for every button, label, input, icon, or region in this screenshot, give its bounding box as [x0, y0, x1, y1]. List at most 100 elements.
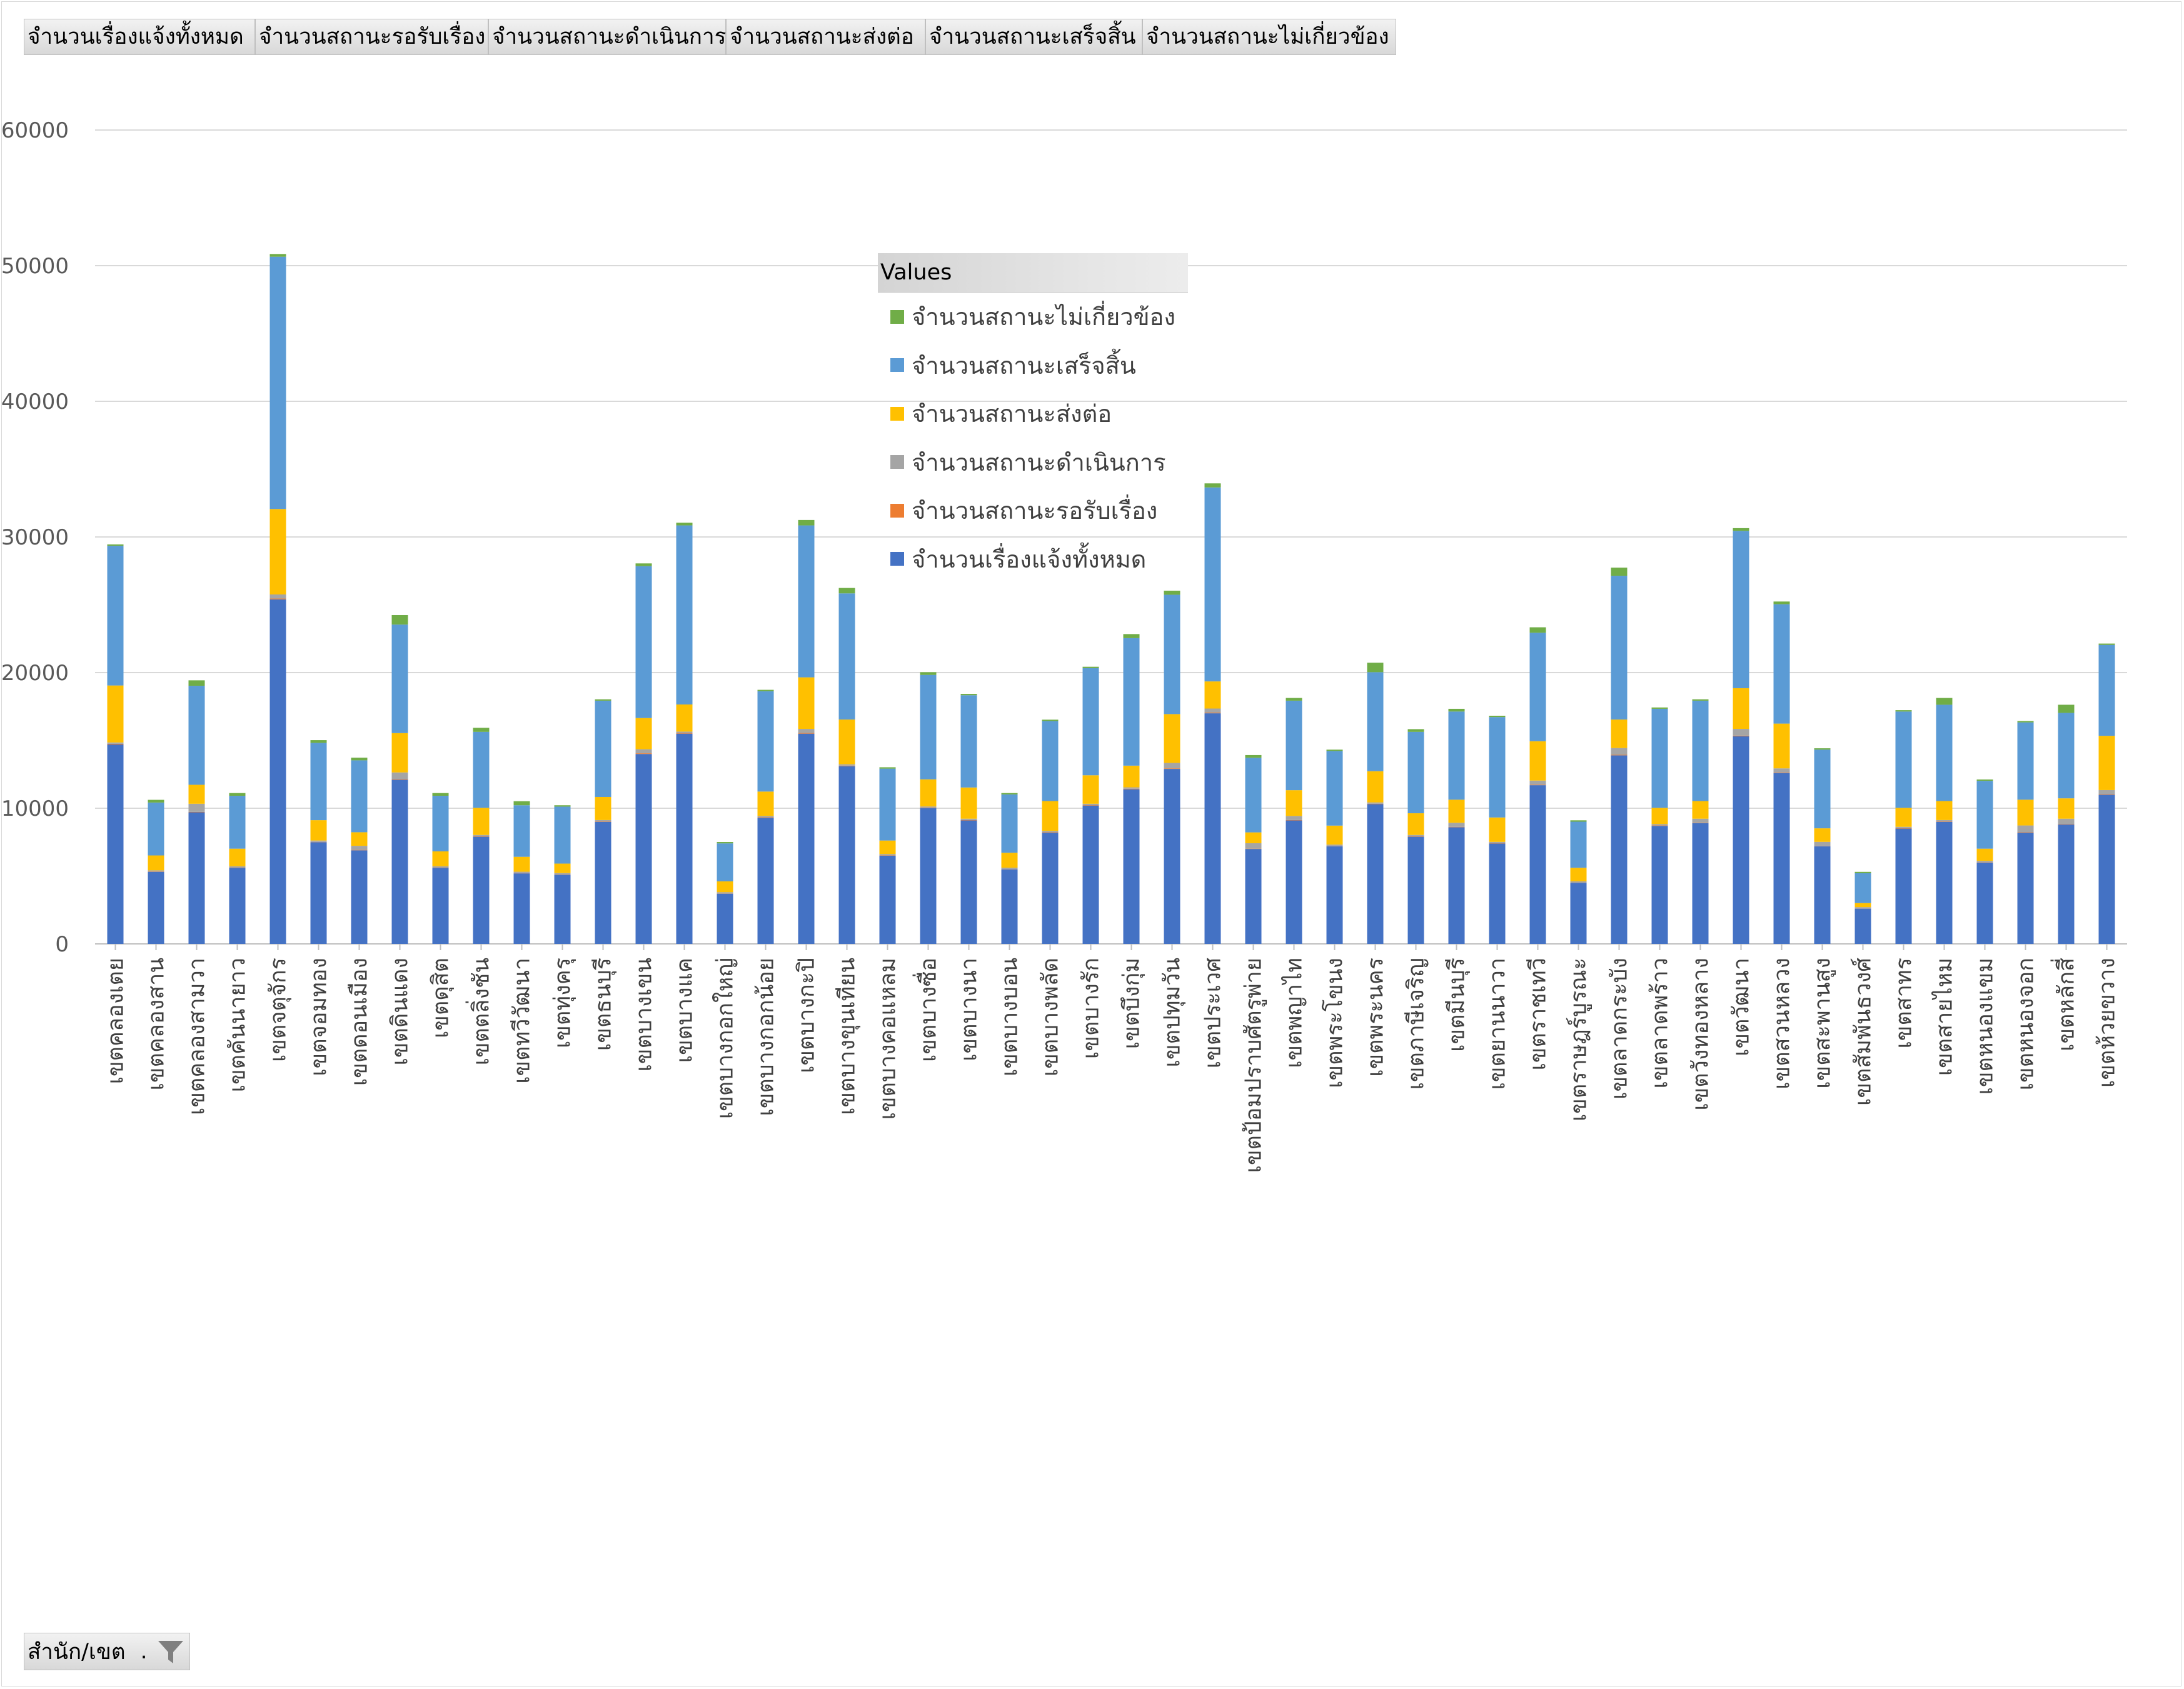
bar-segment [757, 791, 774, 816]
bar-segment [1164, 763, 1180, 769]
category-label: เขตมีนบุรี [1444, 958, 1471, 1052]
bar-segment [391, 772, 408, 779]
bar-segment [351, 850, 368, 944]
bar-segment [1286, 816, 1302, 820]
field-button-not-related[interactable]: จำนวนสถานะไม่เกี่ยวข้อง [1142, 19, 1396, 55]
bar-segment [1489, 843, 1506, 944]
bar-segment [1082, 668, 1099, 776]
bar-segment [1570, 820, 1587, 822]
category-label: เขตวัฒนา [1729, 958, 1754, 1056]
category-label: เขตป้อมปราบศัตรูพ่าย [1241, 958, 1267, 1173]
bar-segment [432, 793, 449, 796]
category-label: เขตบางพลัด [1038, 958, 1064, 1076]
bar-segment [1936, 821, 1953, 822]
bar-segment [554, 806, 571, 864]
field-button-pending[interactable]: จำนวนสถานะรอรับเรื่อง [255, 19, 488, 55]
bar-segment [1773, 773, 1790, 944]
bar-segment [1286, 819, 1302, 821]
bar-segment [798, 729, 815, 733]
bar-segment [391, 779, 408, 780]
bar-segment [717, 881, 733, 893]
bar-segment [229, 793, 246, 796]
category-label: เขตทวีวัฒนา [510, 958, 535, 1084]
filter-dot: . [140, 1639, 148, 1664]
legend-item[interactable]: จำนวนสถานะรอรับเรื่อง [878, 486, 1188, 535]
legend-item[interactable]: จำนวนสถานะส่งต่อ [878, 389, 1188, 438]
bar-segment [1001, 794, 1018, 853]
bar-segment [1936, 698, 1953, 705]
bar-segment [1042, 719, 1059, 721]
bar-segment [595, 819, 611, 822]
bar-segment [1976, 861, 1993, 863]
bar-segment [1651, 824, 1668, 826]
bar-segment [960, 820, 977, 944]
legend-item[interactable]: จำนวนสถานะดำเนินการ [878, 438, 1188, 487]
bar-segment [473, 834, 490, 836]
bar-segment [717, 842, 733, 844]
category-label: เขตห้วยขวาง [2095, 958, 2120, 1088]
bar-segment [1367, 771, 1384, 803]
bar-segment [1936, 704, 1953, 801]
bar-segment [1326, 751, 1343, 826]
bar-segment [2058, 824, 2075, 944]
bar-segment [1286, 698, 1302, 701]
bar-segment [1204, 681, 1221, 709]
bar-segment [473, 731, 490, 808]
category-label: เขตประเวศ [1200, 958, 1226, 1068]
category-label: เขตบางนา [957, 958, 982, 1061]
bar-segment [1286, 700, 1302, 791]
bar-segment [1123, 765, 1140, 788]
bar-segment [1773, 604, 1790, 724]
bar-segment [798, 733, 815, 734]
bar-segment [2098, 643, 2115, 645]
legend-item[interactable]: จำนวนสถานะเสร็จสิ้น [878, 341, 1188, 390]
x-axis: เขตคลองเตย เขตคลองสาน เขตคลองสามวา เขตคันนา… [103, 944, 2120, 1173]
field-button-in-progress[interactable]: จำนวนสถานะดำเนินการ [488, 19, 726, 55]
bar-segment [1570, 881, 1587, 883]
bar-segment [1407, 813, 1424, 835]
category-label: เขตจอมทอง [306, 958, 332, 1076]
bar-segment [391, 624, 408, 733]
legend-item[interactable]: จำนวนเรื่องแจ้งทั้งหมด [878, 535, 1188, 584]
bar-segment [676, 733, 693, 944]
bar-segment [1976, 862, 1993, 944]
y-tick-label: 30000 [1, 525, 69, 550]
bar-segment [838, 719, 855, 764]
bar-segment [960, 695, 977, 788]
bar-segment [107, 544, 124, 546]
bar-segment [757, 691, 774, 792]
bar-segment [595, 821, 611, 944]
bar-segment [1773, 768, 1790, 773]
bar-segment [960, 819, 977, 821]
bar-segment [717, 892, 733, 894]
bar-segment [1001, 793, 1018, 794]
bar-segment [1529, 627, 1546, 633]
bar-segment [879, 768, 896, 841]
field-button-total[interactable]: จำนวนเรื่องแจ้งทั้งหมด [24, 19, 255, 55]
category-label: เขตบางแค [672, 958, 698, 1063]
bar-segment [1245, 849, 1262, 944]
bar-segment [1854, 873, 1871, 903]
bar-segment [838, 766, 855, 944]
category-label: เขตธนบุรี [591, 958, 617, 1051]
bar-segment [635, 718, 652, 749]
bar-segment [635, 566, 652, 718]
bar-segment [2058, 798, 2075, 819]
bar-segment [1245, 832, 1262, 843]
bar-segment [2017, 722, 2034, 800]
district-filter-button[interactable]: สำนัก/เขต . [24, 1633, 190, 1670]
legend-swatch [890, 552, 904, 566]
legend-item[interactable]: จำนวนสถานะไม่เกี่ยวข้อง [878, 293, 1188, 341]
bar-segment [2017, 721, 2034, 723]
field-button-forwarded[interactable]: จำนวนสถานะส่งต่อ [726, 19, 925, 55]
bar-segment [879, 767, 896, 769]
legend-swatch [890, 406, 904, 421]
bar-segment [717, 843, 733, 881]
bar-segment [1814, 749, 1831, 829]
category-label: เขตภาษีเจริญ [1404, 958, 1429, 1090]
legend-title[interactable]: Values [878, 253, 1188, 293]
bar-segment [676, 525, 693, 704]
bar-segment [798, 525, 815, 678]
field-button-completed[interactable]: จำนวนสถานะเสร็จสิ้น [925, 19, 1142, 55]
